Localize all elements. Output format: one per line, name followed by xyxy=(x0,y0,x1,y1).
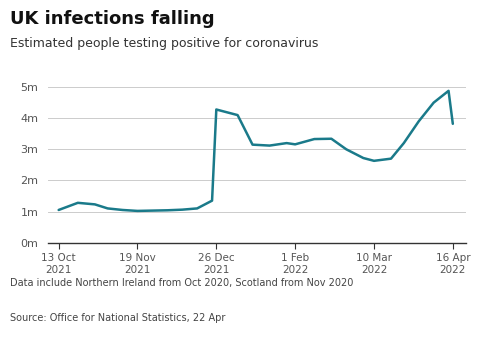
Text: BBC: BBC xyxy=(421,316,453,329)
Text: Data include Northern Ireland from Oct 2020, Scotland from Nov 2020: Data include Northern Ireland from Oct 2… xyxy=(10,278,353,288)
Text: UK infections falling: UK infections falling xyxy=(10,10,214,28)
Text: Source: Office for National Statistics, 22 Apr: Source: Office for National Statistics, … xyxy=(10,313,225,324)
Text: Estimated people testing positive for coronavirus: Estimated people testing positive for co… xyxy=(10,37,318,50)
